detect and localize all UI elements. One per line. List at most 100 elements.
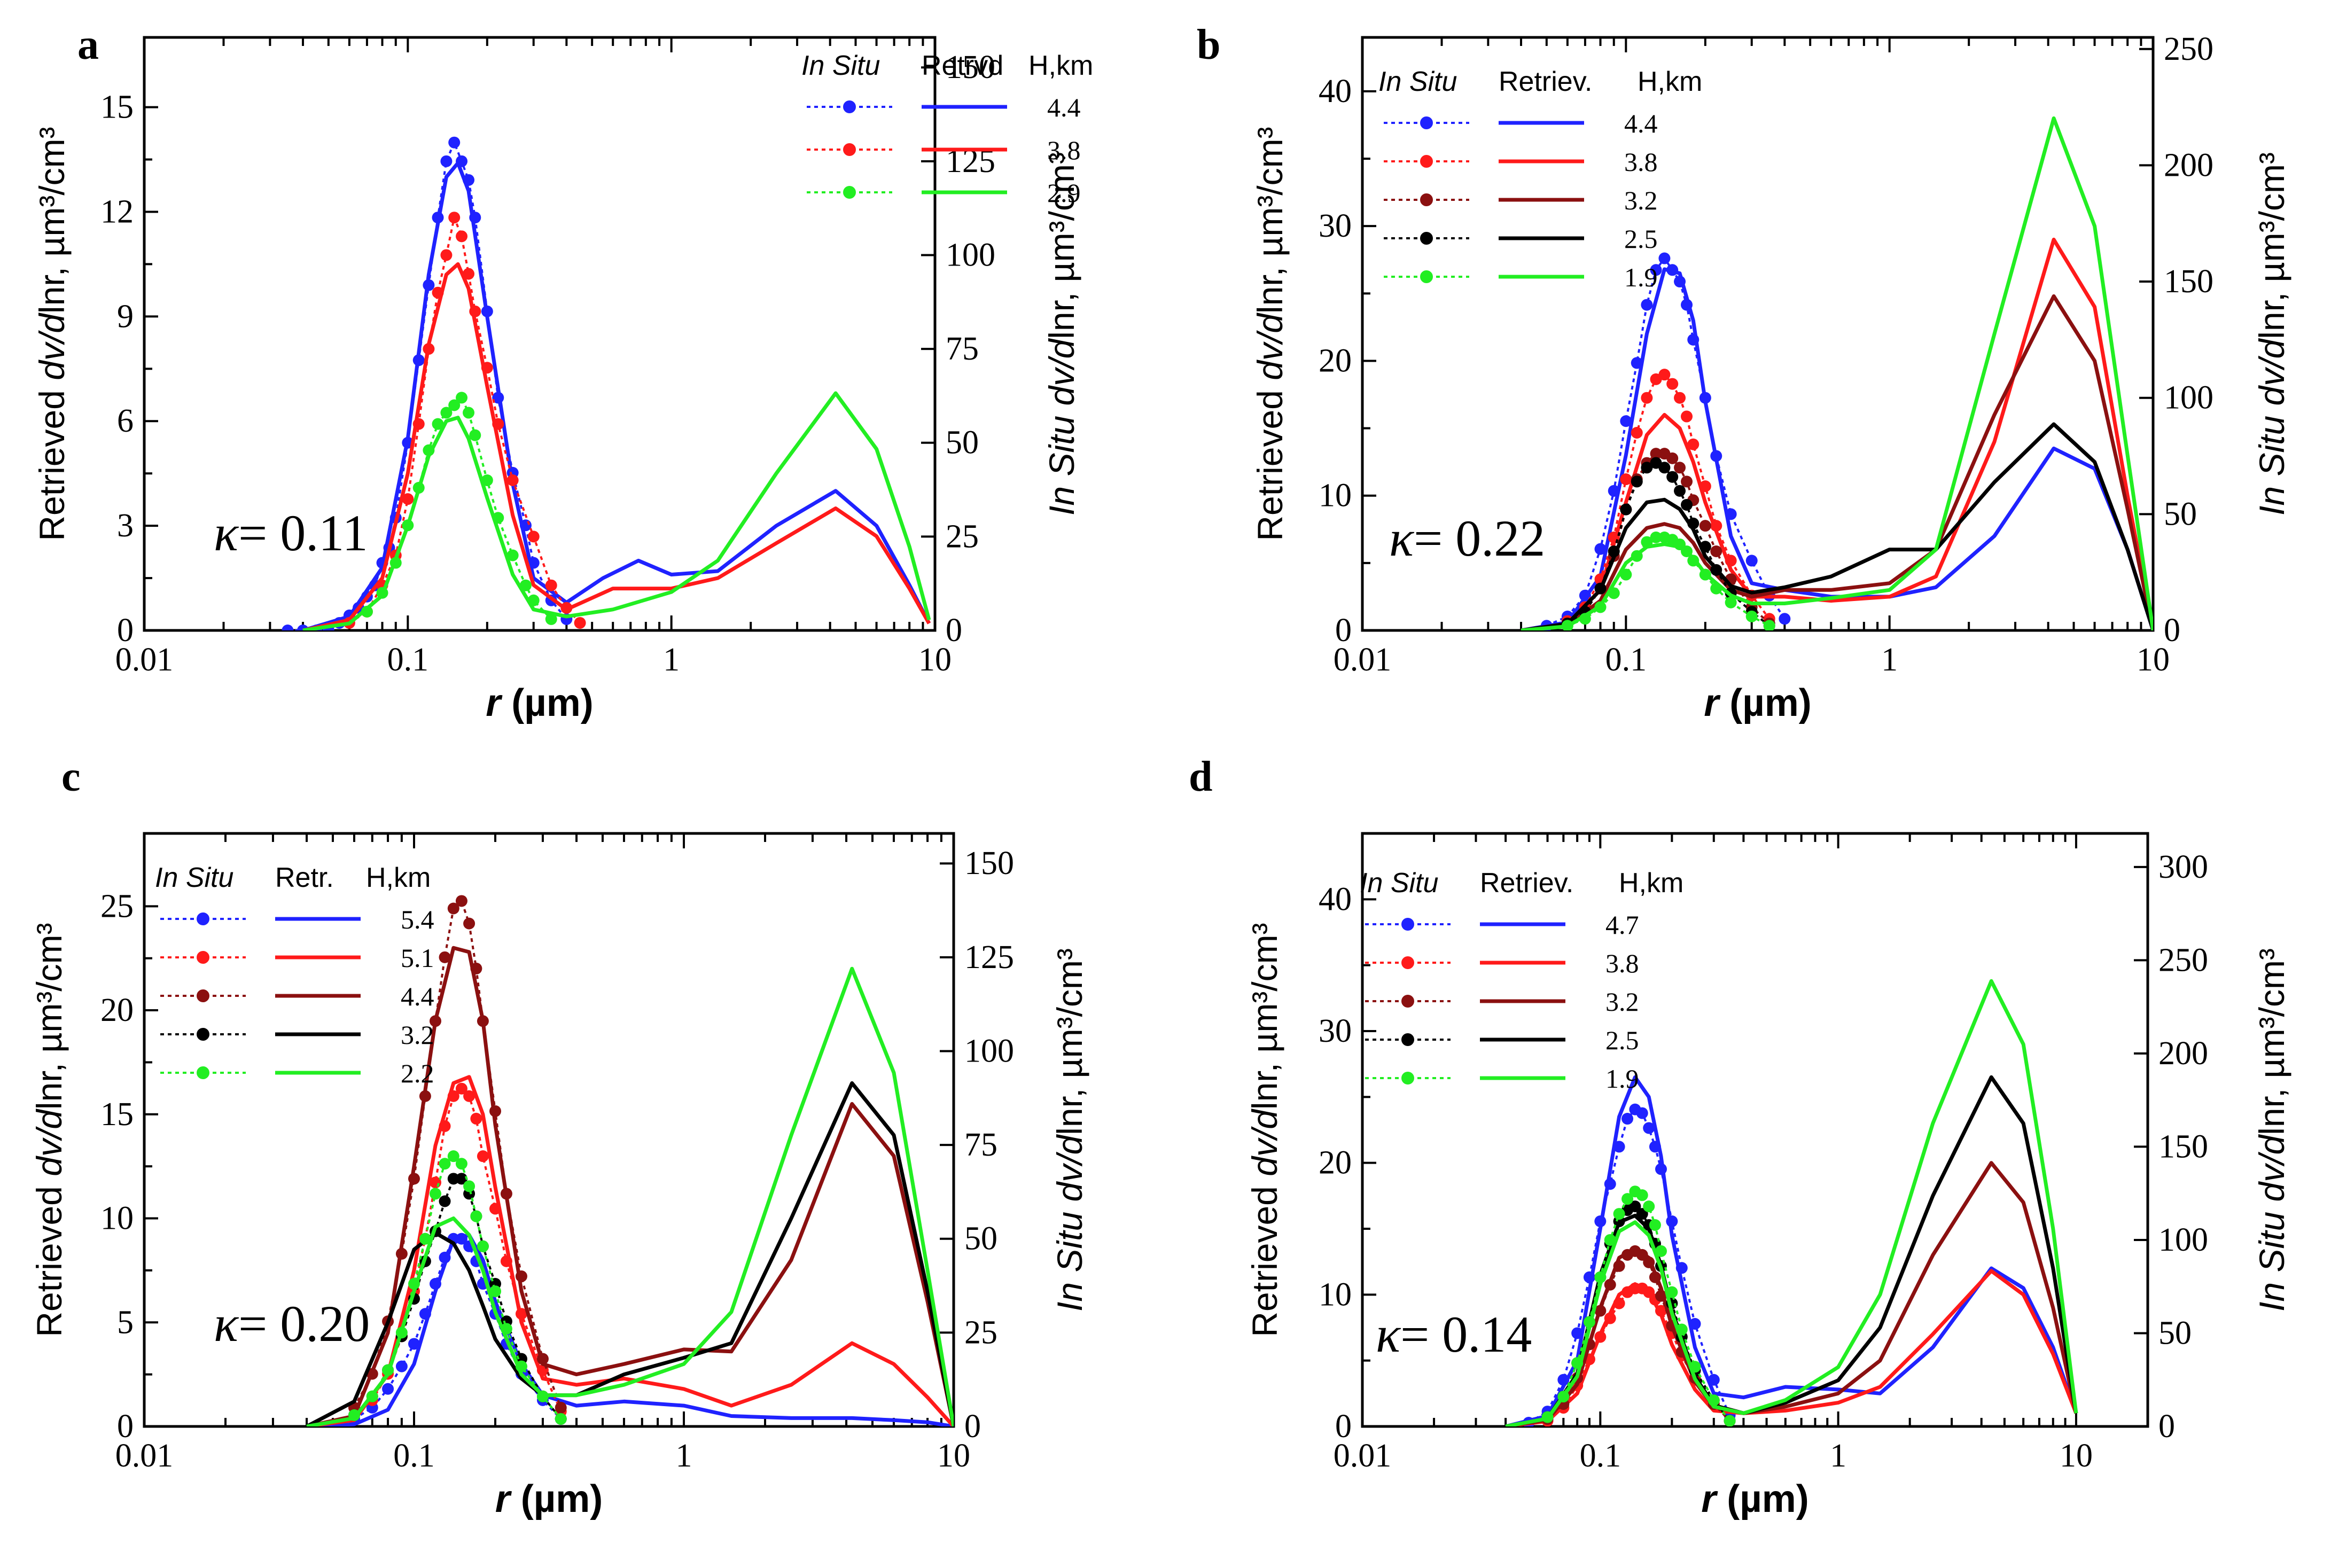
y-right-tick-label: 50 [964,1221,997,1257]
retrieved-line-2.5 [1505,1075,2078,1426]
insitu-point [455,1082,467,1095]
insitu-point [1621,1113,1634,1125]
panel-letter: c [61,753,81,800]
insitu-point [448,136,461,149]
x-tick-label: 0.1 [387,642,429,678]
retrieved-line-5.1 [306,1075,954,1426]
x-tick-label: 1 [663,642,680,678]
kappa-label: κ= 0.20 [214,1295,370,1352]
retrieved-line-1.9 [1521,116,2153,630]
insitu-point [1674,392,1686,404]
insitu-point [1745,555,1758,567]
insitu-point [282,625,294,630]
insitu-point [455,895,467,907]
insitu-point [470,1112,482,1125]
y-left-axis-title: Retrieved dv/dlnr, µm³/cm³ [1245,923,1284,1337]
y-right-axis-title: In Situ dv/dlnr, µm³/cm³ [2252,948,2291,1312]
y-left-tick-label: 20 [1319,1145,1352,1181]
retrieved-line-3.8 [1521,237,2153,630]
insitu-point [470,1210,482,1222]
y-left-tick-label: 40 [1319,73,1352,110]
legend-insitu-marker [1401,918,1414,931]
legend-label: 2.9 [1047,178,1081,208]
x-tick-label: 10 [918,642,952,678]
x-axis-title: r (µm) [1704,682,1812,724]
retrieved-line-3.8 [302,262,931,630]
insitu-point [1763,620,1775,630]
y-right-tick-label: 50 [946,425,979,461]
insitu-point [545,613,557,625]
insitu-point [439,951,451,963]
legend-insitu-marker [843,143,856,156]
y-left-tick-label: 30 [1319,208,1352,244]
insitu-point [1641,299,1653,311]
insitu-point [1620,473,1632,486]
legend-insitu-marker [1420,116,1433,129]
insitu-point [463,407,475,419]
y-right-tick-label: 125 [964,939,1014,976]
insitu-point [1643,1200,1655,1213]
x-tick-label: 0.1 [1605,642,1647,678]
legend-label: 4.7 [1605,910,1639,940]
insitu-point [447,1173,459,1185]
legend-label: 3.8 [1624,147,1658,177]
retrieved-line-4.4 [306,946,954,1426]
y-left-tick-label: 10 [100,1200,134,1237]
legend-insitu-marker [197,912,209,925]
legend-insitu-marker [1420,270,1433,283]
insitu-point [1681,498,1693,511]
insitu-point [1655,1245,1667,1257]
insitu-point [448,399,461,411]
panel-a: 0.01 0.1 1 10r (µm)036912150255075100125150… [32,21,1093,724]
y-left-tick-label: 0 [117,1408,134,1445]
x-tick-label: 1 [1881,642,1898,678]
insitu-point [455,1158,467,1170]
insitu-point [408,1338,420,1350]
legend-head-insitu: In Situ [1360,868,1438,899]
retrieved-line-4.4 [302,161,931,630]
retrieved-line-4.4 [1521,267,2153,630]
y-right-tick-label: 250 [2164,31,2213,67]
y-right-tick-label: 150 [2164,263,2213,300]
legend: In Situ Retrvd H,km 4.4 3.8 2.9 [801,50,1093,208]
panel-d: 0.01 0.1 1 10 r (µm) 0 10 20 30 40 0 50 100 150 200 250… [1189,753,2291,1520]
insitu-point [1629,1200,1641,1213]
insitu-point [447,902,459,915]
insitu-point [463,268,475,280]
legend-insitu-marker [197,951,209,964]
y-right-tick-label: 25 [964,1314,997,1351]
y-right-tick-label: 150 [946,49,995,85]
legend-label: 3.2 [1624,185,1658,215]
x-tick-label: 10 [2060,1438,2093,1474]
y-right-axis-title: In Situ dv/dlnr, µm³/cm³ [1042,152,1081,516]
y-right-tick-label: 200 [2164,147,2213,183]
insitu-point [1674,485,1686,497]
legend-head-retrieved: Retrvd [922,50,1003,81]
y-left-tick-label: 15 [100,1096,134,1133]
legend: In Situ Retr. H,km 5.4 5.1 4.4 3.2 2.2 [155,862,434,1088]
legend-insitu-marker [197,989,209,1002]
insitu-line-4.4 [1546,256,1786,627]
y-left-tick-label: 5 [117,1304,134,1340]
insitu-point [1681,475,1693,488]
y-right-tick-label: 75 [964,1127,997,1163]
y-left-tick-label: 25 [100,888,134,924]
legend-label: 4.4 [1047,92,1081,122]
plot-area [282,136,931,630]
y-right-tick-label: 100 [964,1033,1014,1069]
insitu-point [439,1195,451,1207]
y-right-tick-label: 0 [946,612,962,649]
insitu-line-3.8 [348,214,581,624]
y-left-tick-label: 40 [1319,881,1352,917]
insitu-point [440,249,453,261]
legend-insitu-marker [197,1028,209,1041]
legend: In Situ Retriev. H,km 4.4 3.8 3.2 2.5 1.9 [1378,66,1702,292]
insitu-point [1620,415,1632,427]
legend-head-retrieved: Retriev. [1499,66,1592,97]
insitu-point [1687,438,1699,450]
retrieved-line-2.5 [1521,422,2153,630]
panel-b: 0.01 0.1 1 10r (µm)010203040050100150200250… [1197,21,2291,724]
x-axis-title: r (µm) [486,682,594,724]
legend-label: 3.2 [401,1020,434,1050]
y-left-axis-title: Retrieved dv/dlnr, µm³/cm³ [29,923,69,1337]
